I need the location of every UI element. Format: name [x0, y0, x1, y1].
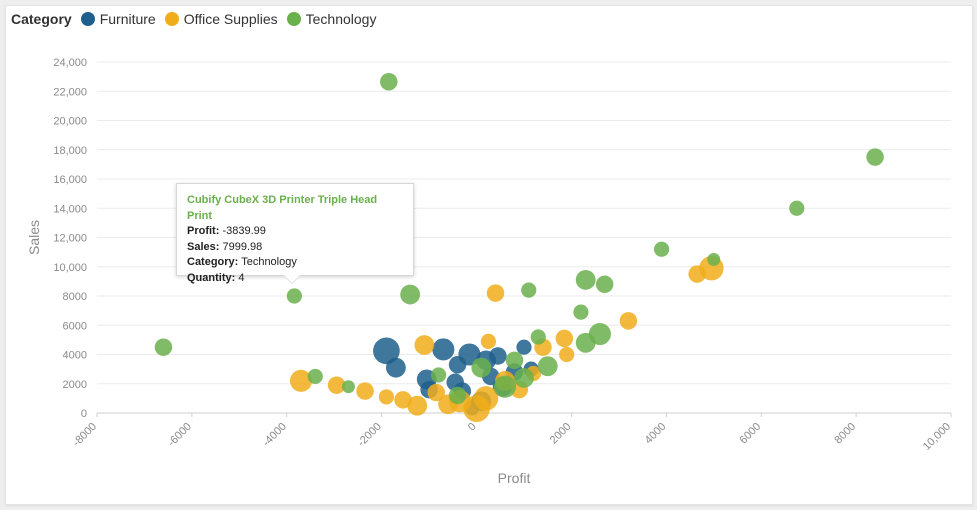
point-furniture: [489, 347, 507, 365]
point-technology: [514, 368, 534, 388]
x-tick-label: 2000: [548, 421, 574, 447]
x-axis-title: Profit: [498, 470, 531, 486]
point-technology: [448, 386, 467, 405]
point-technology: [595, 275, 614, 294]
x-tick-label: -4000: [261, 421, 289, 449]
point-office-supplies: [486, 284, 505, 302]
point-technology: [789, 200, 805, 216]
tooltip-category-label: Category:: [187, 256, 239, 268]
point-office-supplies: [394, 391, 412, 409]
point-office-supplies: [289, 369, 313, 392]
point-technology: [653, 241, 670, 257]
point-office-supplies: [555, 329, 574, 348]
point-office-supplies: [480, 333, 497, 349]
point-office-supplies: [427, 383, 445, 402]
point-technology: [154, 338, 173, 356]
point-technology: [471, 357, 492, 378]
point-technology: [573, 304, 589, 320]
x-tick-label: 10,000: [921, 421, 953, 453]
point-office-supplies: [356, 382, 374, 400]
point-technology: [537, 356, 558, 377]
legend-title: Category: [11, 11, 72, 27]
point-office-supplies: [619, 312, 638, 330]
legend-swatch-office-supplies: [164, 12, 179, 26]
tooltip-sales-label: Sales:: [187, 240, 220, 253]
x-tick-label: -2000: [355, 421, 383, 449]
point-technology: [307, 368, 323, 385]
x-tick-label: 6000: [738, 421, 764, 447]
legend-item-office-supplies[interactable]: Office Supplies: [164, 11, 278, 27]
point-office-supplies: [407, 395, 428, 416]
tooltip-profit-row: Profit: -3839.99: [187, 224, 403, 240]
point-furniture: [432, 338, 455, 361]
legend-swatch-technology: [286, 12, 301, 26]
point-office-supplies: [327, 376, 346, 394]
point-office-supplies: [378, 389, 395, 405]
point-technology: [530, 329, 546, 345]
legend-item-furniture[interactable]: Furniture: [80, 11, 156, 27]
point-technology: [342, 380, 355, 394]
y-tick-label: 20,000: [53, 116, 87, 128]
point-office-supplies: [473, 386, 499, 411]
tooltip-sales-row: Sales: 7999.98: [187, 240, 403, 256]
x-tick-label: 0: [466, 421, 479, 434]
legend-label-office-supplies: Office Supplies: [183, 11, 278, 27]
x-tick-label: -6000: [166, 421, 194, 449]
point-office-supplies: [559, 346, 575, 363]
point-office-supplies: [414, 335, 435, 355]
tooltip-quantity-value: 4: [238, 271, 245, 284]
point-technology: [521, 282, 537, 298]
point-technology: [866, 148, 884, 166]
tooltip-quantity-label: Quantity:: [187, 271, 236, 284]
point-technology: [575, 332, 596, 353]
point-technology: [505, 351, 524, 370]
point-technology: [380, 72, 398, 91]
point-furniture: [386, 357, 406, 378]
point-technology: [707, 252, 721, 266]
y-tick-label: 22,000: [53, 86, 87, 98]
tooltip-category-value: Technology: [241, 256, 297, 268]
y-tick-label: 2000: [63, 379, 87, 391]
y-tick-label: 8000: [63, 291, 87, 303]
legend-label-technology: Technology: [305, 11, 377, 27]
point-technology: [493, 375, 517, 398]
y-tick-label: 4000: [63, 350, 87, 362]
y-tick-label: 6000: [63, 320, 87, 332]
legend-label-furniture: Furniture: [99, 11, 156, 27]
y-tick-label: 0: [81, 408, 87, 420]
point-furniture: [458, 343, 481, 366]
x-tick-label: 4000: [643, 421, 669, 447]
point-furniture: [516, 339, 532, 355]
y-tick-label: 24,000: [53, 57, 87, 69]
x-tick-label: 8000: [832, 421, 858, 447]
y-tick-label: 12,000: [53, 233, 87, 245]
tooltip-profit-value: -3839.99: [222, 225, 266, 237]
tooltip-category-row: Category: Technology: [187, 255, 403, 271]
y-tick-label: 14,000: [53, 203, 87, 215]
tooltip-sales-value: 7999.98: [222, 240, 263, 253]
legend: Category Furniture Office Supplies Techn…: [11, 11, 385, 27]
legend-swatch-furniture: [80, 12, 95, 26]
tooltip-title: Cubify CubeX 3D Printer Triple Head Prin…: [187, 194, 378, 222]
chart-card: [5, 5, 973, 505]
point-technology: [575, 270, 596, 290]
point-tooltip: Cubify CubeX 3D Printer Triple Head Prin…: [176, 183, 414, 284]
y-axis-title: Sales: [26, 220, 42, 255]
point-furniture: [373, 337, 400, 365]
legend-item-technology[interactable]: Technology: [286, 11, 377, 27]
point-technology: [400, 284, 421, 305]
y-tick-label: 10,000: [53, 262, 87, 274]
tooltip-arrow-fill: [284, 275, 300, 283]
y-tick-label: 16,000: [53, 174, 87, 186]
x-tick-label: -8000: [71, 421, 99, 449]
point-technology: [286, 288, 302, 304]
tooltip-profit-label: Profit:: [187, 225, 220, 237]
y-tick-label: 18,000: [53, 145, 87, 157]
tooltip-quantity-row: Quantity: 4: [187, 271, 403, 287]
point-technology: [431, 367, 447, 383]
